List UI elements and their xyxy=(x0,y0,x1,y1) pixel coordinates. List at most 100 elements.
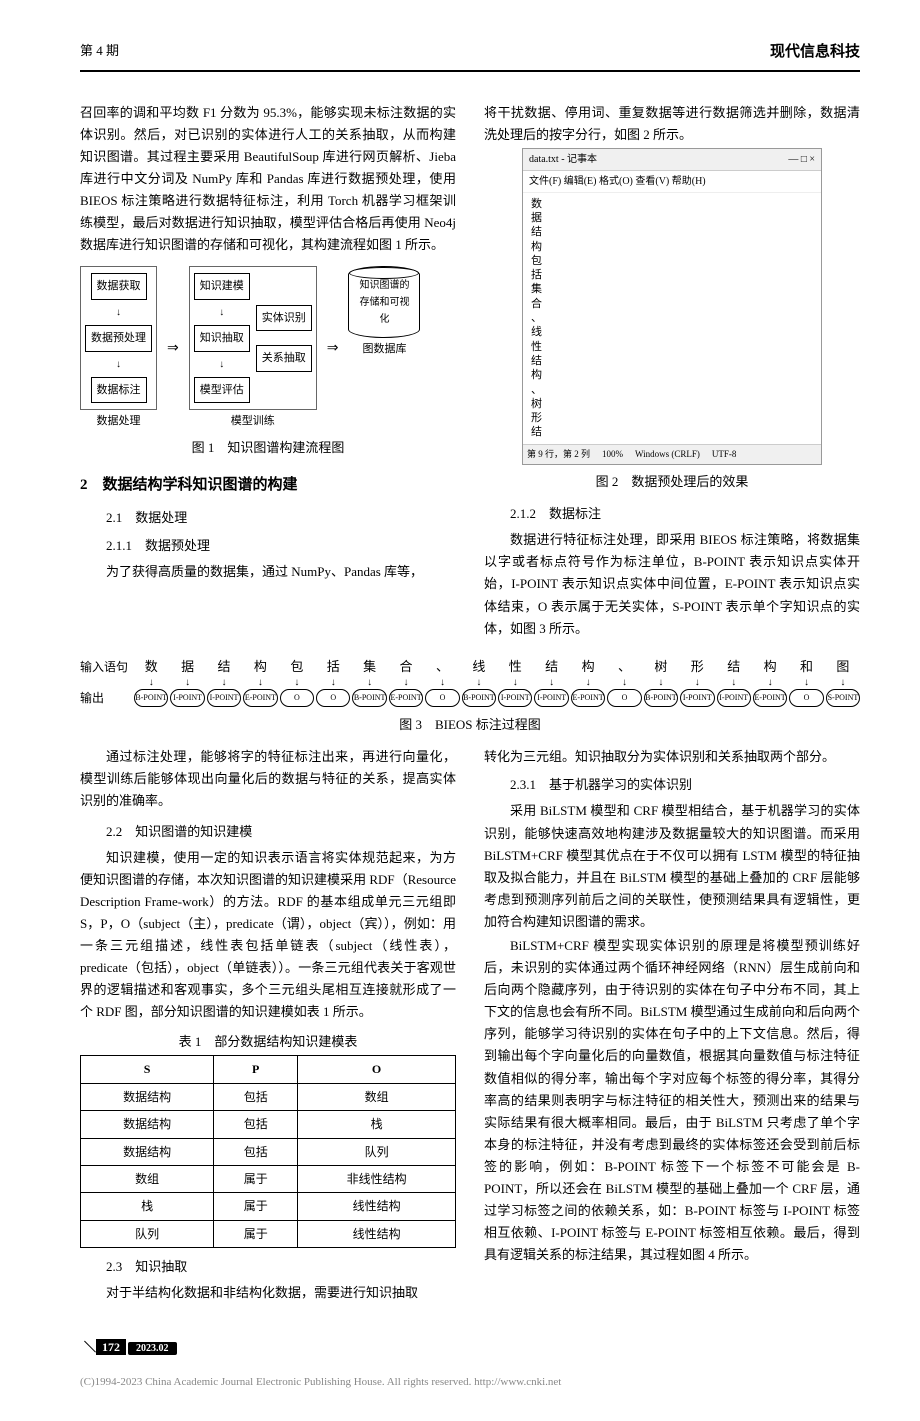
fig3-output-tag: O xyxy=(425,689,459,707)
arrow-down-icon: ↓ xyxy=(571,678,605,688)
table-row: 栈属于线性结构 xyxy=(81,1193,456,1220)
fig3-input-char: 线 xyxy=(462,656,496,678)
fig3-input-char: 集 xyxy=(352,656,386,678)
fig1-group-1: 数据获取 ↓ 数据预处理 ↓ 数据标注 xyxy=(80,266,157,410)
body-text: 转化为三元组。知识抽取分为实体识别和关系抽取两个部分。 xyxy=(484,746,860,768)
table-row: 数据结构包括队列 xyxy=(81,1138,456,1165)
section-2-title: 2 数据结构学科知识图谱的构建 xyxy=(80,473,456,499)
table-cell: 栈 xyxy=(81,1193,214,1220)
notepad-char: 集 xyxy=(531,282,813,296)
table-cell: 包括 xyxy=(214,1111,298,1138)
page-header: 第 4 期 现代信息科技 xyxy=(80,40,860,72)
fig1-db-label: 知识图谱的存储和可视化 xyxy=(355,277,413,328)
table-cell: 线性结构 xyxy=(298,1220,456,1247)
table-cell: 属于 xyxy=(214,1166,298,1193)
figure-3-bieos: 输入语句 数据结构包括集合、线性结构、树形结构和图 ↓↓↓↓↓↓↓↓↓↓↓↓↓↓… xyxy=(80,656,860,708)
figure-3-caption: 图 3 BIEOS 标注过程图 xyxy=(80,714,860,736)
fig3-input-char: 结 xyxy=(534,656,568,678)
fig3-output-tag: I-POINT xyxy=(498,689,532,707)
status-segment: Windows (CRLF) xyxy=(635,447,700,462)
lower-left-column: 通过标注处理，能够将字的特征标注出来，再进行向量化，模型训练后能够体现出向量化后… xyxy=(80,746,456,1306)
table-row: 数组属于非线性结构 xyxy=(81,1166,456,1193)
arrow-down-icon: ↓ xyxy=(680,678,714,688)
fig1-box: 关系抽取 xyxy=(256,345,312,372)
fig3-input-char: 据 xyxy=(170,656,204,678)
fig1-box: 知识抽取 xyxy=(194,325,250,352)
arrow-down-icon: ↓ xyxy=(243,678,277,688)
fig3-output-tag: I-POINT xyxy=(170,689,204,707)
fig1-database: 知识图谱的存储和可视化 xyxy=(348,266,420,338)
arrow-down-icon: ↓ xyxy=(425,678,459,688)
body-text: 对于半结构化数据和非结构化数据，需要进行知识抽取 xyxy=(80,1282,456,1304)
table-cell: 数据结构 xyxy=(81,1111,214,1138)
arrow-down-icon: ↓ xyxy=(134,678,168,688)
arrow-down-icon: ↓ xyxy=(280,678,314,688)
section-2-3-1: 2.3.1 基于机器学习的实体识别 xyxy=(484,774,860,796)
fig3-input-label: 输入语句 xyxy=(80,657,132,677)
notepad-statusbar: 第 9 行，第 2 列100%Windows (CRLF)UTF-8 xyxy=(523,444,821,464)
fig3-output-tag: O xyxy=(280,689,314,707)
arrow-down-icon: ↓ xyxy=(352,678,386,688)
table-header: S xyxy=(81,1056,214,1083)
notepad-char: 结 xyxy=(531,425,813,439)
fig1-db-caption: 图数据库 xyxy=(362,340,406,359)
table-cell: 非线性结构 xyxy=(298,1166,456,1193)
table-cell: 属于 xyxy=(214,1193,298,1220)
notepad-char: 构 xyxy=(531,368,813,382)
notepad-body: 数据结构包括集合、线性结构、树形结 xyxy=(523,193,821,444)
table-row: 数据结构包括数组 xyxy=(81,1083,456,1110)
fig1-box: 数据预处理 xyxy=(85,325,152,352)
arrow-down-icon: ↓ xyxy=(717,678,751,688)
table-cell: 数据结构 xyxy=(81,1083,214,1110)
figure-2-caption: 图 2 数据预处理后的效果 xyxy=(484,471,860,493)
table-header: O xyxy=(298,1056,456,1083)
notepad-char: 、 xyxy=(531,383,813,397)
arrow-down-icon: ↓ xyxy=(607,678,641,688)
notepad-menu: 文件(F) 编辑(E) 格式(O) 查看(V) 帮助(H) xyxy=(523,171,821,193)
fig3-output-tag: I-POINT xyxy=(717,689,751,707)
notepad-char: 合 xyxy=(531,297,813,311)
table-cell: 线性结构 xyxy=(298,1193,456,1220)
section-2-1-2: 2.1.2 数据标注 xyxy=(484,503,860,525)
figure-1-flowchart: 数据获取 ↓ 数据预处理 ↓ 数据标注 数据处理 ⇒ 知识建模 ↓ 知识抽取 xyxy=(80,266,456,431)
fig1-group-label: 数据处理 xyxy=(97,412,141,431)
arrow-down-icon: ↓ xyxy=(170,678,204,688)
journal-name: 现代信息科技 xyxy=(770,40,860,66)
notepad-char: 性 xyxy=(531,340,813,354)
section-2-3: 2.3 知识抽取 xyxy=(80,1256,456,1278)
fig3-output-tag: O xyxy=(789,689,823,707)
notepad-char: 形 xyxy=(531,411,813,425)
right-column: 将干扰数据、停用词、重复数据等进行数据筛选并删除，数据清洗处理后的按字分行，如图… xyxy=(484,102,860,642)
body-text: 将干扰数据、停用词、重复数据等进行数据筛选并删除，数据清洗处理后的按字分行，如图… xyxy=(484,102,860,146)
lower-right-column: 转化为三元组。知识抽取分为实体识别和关系抽取两个部分。 2.3.1 基于机器学习… xyxy=(484,746,860,1306)
fig3-input-char: 结 xyxy=(717,656,751,678)
table-cell: 队列 xyxy=(298,1138,456,1165)
section-2-2: 2.2 知识图谱的知识建模 xyxy=(80,821,456,843)
notepad-char: 、 xyxy=(531,311,813,325)
fig1-group-2: 知识建模 ↓ 知识抽取 ↓ 模型评估 实体识别 关系抽取 xyxy=(189,266,317,410)
table-cell: 包括 xyxy=(214,1138,298,1165)
issue-date: 2023.02 xyxy=(128,1342,177,1355)
notepad-char: 据 xyxy=(531,211,813,225)
section-2-1-1: 2.1.1 数据预处理 xyxy=(80,535,456,557)
section-2-1: 2.1 数据处理 xyxy=(80,507,456,529)
body-text: 通过标注处理，能够将字的特征标注出来，再进行向量化，模型训练后能够体现出向量化后… xyxy=(80,746,456,812)
fig3-input-char: 包 xyxy=(280,656,314,678)
arrow-down-icon: ↓ xyxy=(826,678,860,688)
fig3-input-char: 结 xyxy=(207,656,241,678)
fig3-input-char: 合 xyxy=(389,656,423,678)
body-text: 数据进行特征标注处理，即采用 BIEOS 标注策略，将数据集以字或者标点符号作为… xyxy=(484,529,860,639)
arrow-down-icon: ↓ xyxy=(389,678,423,688)
fig3-output-tag: I-POINT xyxy=(680,689,714,707)
notepad-char: 树 xyxy=(531,397,813,411)
fig3-output-tag: B-POINT xyxy=(352,689,386,707)
fig3-output-tag: I-POINT xyxy=(207,689,241,707)
arrow-icon: ⇒ xyxy=(325,337,341,361)
fig3-output-tag: B-POINT xyxy=(134,689,168,707)
fig3-input-char: 图 xyxy=(826,656,860,678)
fig3-output-tag: E-POINT xyxy=(753,689,787,707)
notepad-char: 包 xyxy=(531,254,813,268)
table-cell: 数据结构 xyxy=(81,1138,214,1165)
copyright-notice: (C)1994-2023 China Academic Journal Elec… xyxy=(80,1373,860,1392)
body-text: 采用 BiLSTM 模型和 CRF 模型相结合，基于机器学习的实体识别，能够快速… xyxy=(484,800,860,933)
